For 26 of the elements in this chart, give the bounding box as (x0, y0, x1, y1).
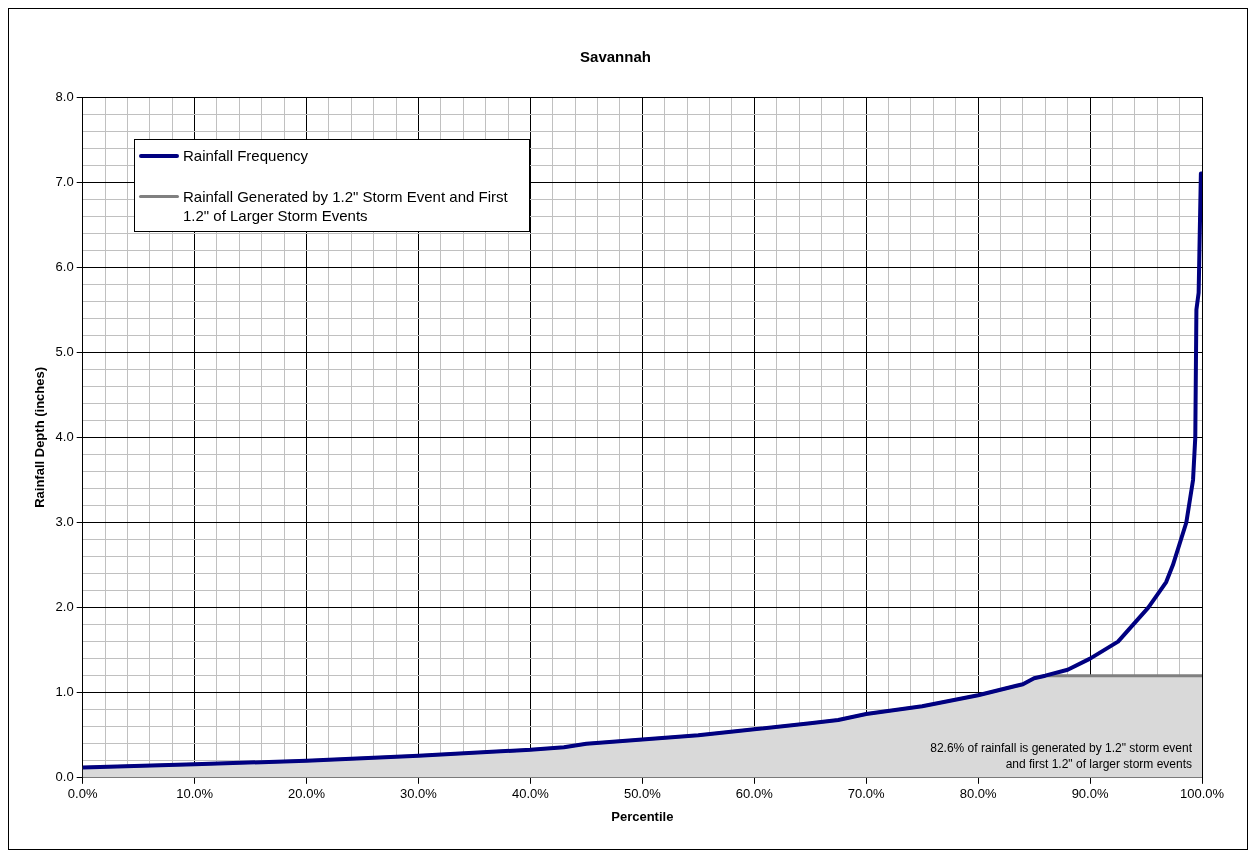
y-tick-label: 4.0 (55, 428, 74, 444)
y-tick-label: 0.0 (55, 769, 74, 785)
x-tick-label: 50.0% (623, 786, 662, 802)
x-tick-label: 100.0% (1179, 786, 1225, 802)
y-tick-label: 2.0 (55, 599, 74, 615)
y-tick-label: 3.0 (55, 514, 74, 530)
chart-title: Savannah (580, 48, 651, 66)
annotation: 82.6% of rainfall is generated by 1.2" storm event and first 1.2" of larger storm events (930, 740, 1193, 771)
x-tick-label: 10.0% (176, 786, 214, 802)
y-axis-title: Rainfall Depth (inches) (32, 366, 48, 508)
x-tick-label: 40.0% (511, 786, 550, 802)
y-tick-label: 6.0 (55, 258, 74, 274)
legend-label: Rainfall Frequency (183, 146, 309, 165)
x-tick-label: 20.0% (288, 786, 326, 802)
x-tick-label: 60.0% (735, 786, 774, 802)
x-tick-label: 80.0% (959, 786, 997, 802)
x-tick-label: 30.0% (400, 786, 438, 802)
x-tick-label: 70.0% (847, 786, 886, 802)
x-tick-label: 90.0% (1071, 786, 1109, 802)
y-tick-label: 7.0 (55, 173, 74, 189)
x-axis-title: Percentile (611, 808, 674, 824)
y-tick-label: 8.0 (55, 88, 74, 104)
legend-label: Rainfall Generated by 1.2" Storm Event and First 1.2" of Larger Storm Events (183, 187, 509, 225)
y-tick-label: 5.0 (55, 343, 74, 359)
y-tick-label: 1.0 (55, 684, 74, 700)
x-tick-label: 0.0% (67, 786, 98, 802)
